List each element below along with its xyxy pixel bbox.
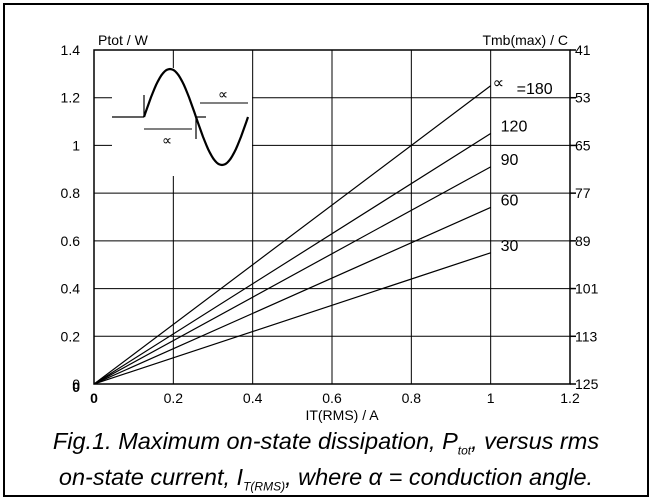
y-tick-label: 0.6 (61, 233, 81, 249)
x-tick-label: 1.2 (560, 390, 580, 406)
x-tick-label: 0.8 (402, 390, 422, 406)
x-tick-label: 0 (90, 390, 98, 406)
figure-caption: Fig.1. Maximum on-state dissipation, Pto… (0, 428, 652, 499)
y2-tick-label: 125 (575, 376, 599, 392)
figure-frame (3, 3, 649, 497)
y-tick-label: 0.8 (61, 185, 81, 201)
series-label: 90 (501, 152, 519, 169)
series-line (93, 166, 491, 385)
y-tick-label: 0.2 (61, 328, 81, 344)
caption-subscript: T(RMS) (243, 479, 286, 494)
inset-alpha-label: ∝ (218, 86, 228, 102)
y-tick-label: 0.4 (61, 281, 81, 297)
x-axis-label: IT(RMS) / A (305, 407, 379, 423)
caption-line-1: Fig.1. Maximum on-state dissipation, Pto… (0, 428, 652, 464)
y2-tick-label: 53 (575, 90, 591, 106)
series-lines: ∝ =180 120 90 60 30 (93, 75, 553, 385)
y-tick-label: 1.4 (61, 42, 81, 58)
y2-tick-label: 89 (575, 233, 591, 249)
series-label: =180 (517, 81, 553, 98)
x-tick-label: 1 (487, 390, 495, 406)
caption-text: , where α = conduction angle. (285, 463, 594, 490)
x-tick-label: 0.4 (243, 390, 263, 406)
y-tick-label: 0 (72, 376, 80, 392)
conduction-angle-inset: ∝∝ (112, 67, 252, 176)
y-tick-label: 1.2 (61, 90, 81, 106)
inset-alpha-label: ∝ (162, 132, 172, 148)
series-line (93, 206, 491, 385)
y-tick-label-zero: 0 (72, 379, 80, 395)
series-label: 60 (501, 192, 519, 209)
y2-axis-label: Tmb(max) / C (482, 32, 568, 48)
caption-subscript: tot (457, 443, 472, 458)
x-tick-label: 0.6 (322, 390, 342, 406)
series-line (93, 132, 491, 385)
grid (94, 49, 576, 385)
y2-tick-label: 77 (575, 185, 591, 201)
series-line (93, 85, 492, 385)
series-label: 30 (501, 238, 519, 255)
plot-area (93, 49, 571, 385)
y2-tick-label: 113 (575, 328, 598, 344)
caption-text: on-state current, I (58, 463, 244, 490)
caption-text: Fig.1. Maximum on-state dissipation, P (52, 428, 458, 454)
x-tick-label: 0.2 (164, 390, 184, 406)
y2-tick-label: 41 (575, 42, 591, 58)
y-tick-label: 1 (72, 137, 80, 153)
series-line (93, 252, 491, 385)
y2-tick-label: 65 (575, 137, 591, 153)
y2-tick-label: 101 (575, 281, 599, 297)
inset-background (112, 68, 252, 176)
tick-labels: 0 0.2 0.4 0.6 0.8 1 1.200.20.40.60.811.21.40 12… (61, 42, 599, 406)
caption-line-2: on-state current, IT(RMS), where α = con… (0, 464, 652, 500)
series-label: 120 (501, 119, 528, 136)
caption-text: , versus rms (471, 428, 600, 454)
y-axis-label: Ptot / W (98, 32, 149, 48)
alpha-symbol: ∝ (493, 75, 504, 92)
